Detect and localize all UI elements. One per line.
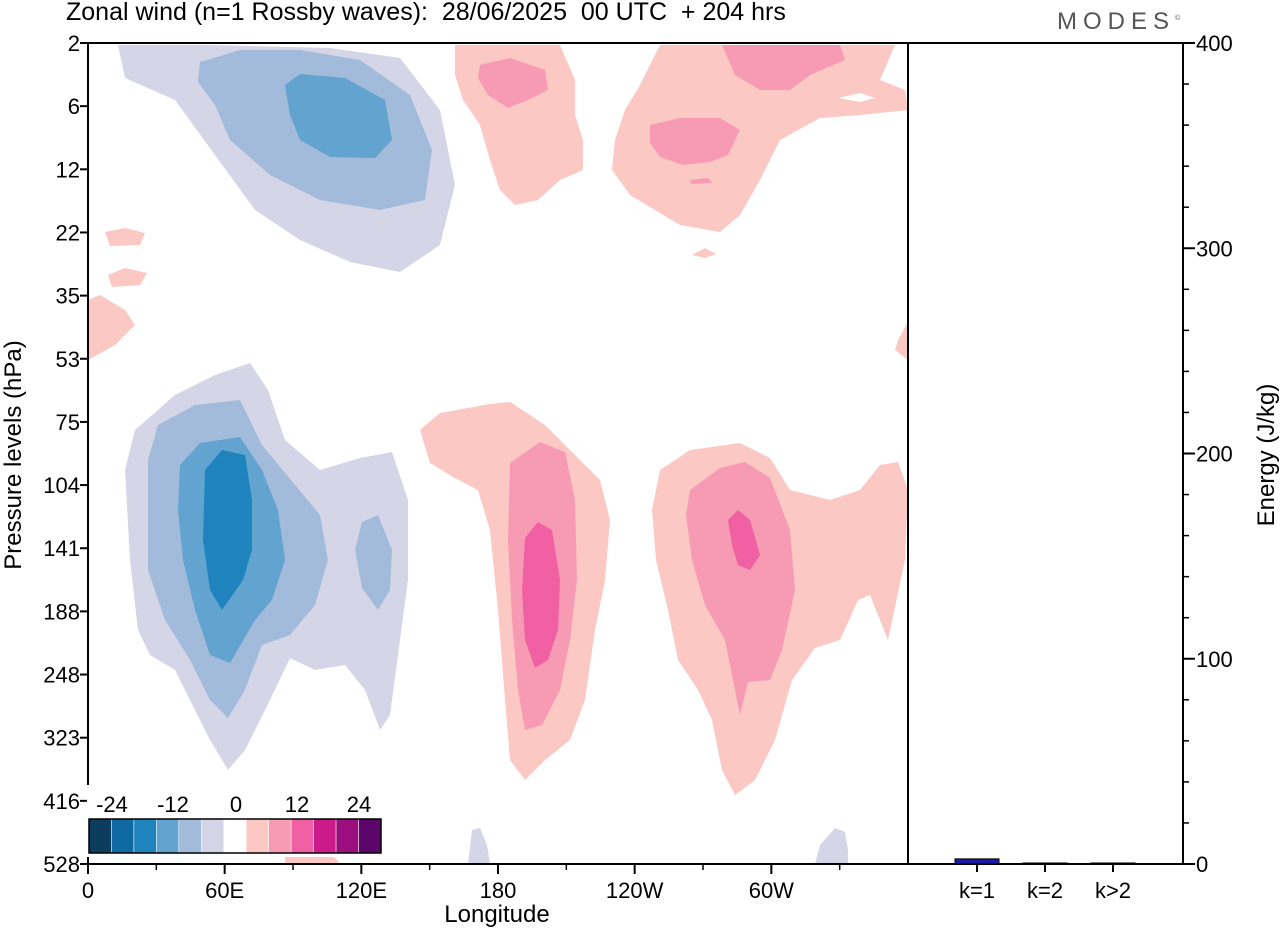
contour-region: [686, 462, 795, 715]
energy-axis-ticks: 0 100 200 300 400: [1183, 31, 1233, 877]
energy-tick-label: 0: [1196, 852, 1208, 877]
contour-region: [815, 828, 848, 864]
colorbar: -24 -12 0 12 24: [87, 785, 383, 857]
y-tick-label: 528: [43, 852, 80, 877]
colorbar-swatch: [156, 818, 180, 854]
contour-region: [690, 178, 712, 184]
y-tick-label: 416: [43, 789, 80, 814]
contour-region: [285, 74, 392, 158]
x-tick-label: 120W: [606, 878, 664, 903]
colorbar-label: 12: [285, 792, 309, 817]
energy-tick-label: 400: [1196, 31, 1233, 56]
y-tick-label: 75: [56, 410, 80, 435]
energy-category-label: k=1: [959, 878, 995, 903]
energy-bar: [1090, 862, 1136, 865]
x-axis-title: Longitude: [444, 901, 549, 928]
contour-region: [88, 295, 135, 360]
x-tick-label: 60W: [749, 878, 794, 903]
y-tick-label: 323: [43, 726, 80, 751]
contour-region: [728, 510, 760, 570]
colorbar-frame: [88, 818, 382, 854]
contour-region: [692, 248, 716, 258]
contour-gap: [825, 126, 860, 132]
contour-region: [468, 828, 490, 864]
x-tick-label: 0: [82, 878, 94, 903]
contour-region: [612, 45, 908, 232]
energy-category-label: k>2: [1095, 878, 1131, 903]
y-tick-label: 141: [43, 536, 80, 561]
colorbar-swatch: [313, 818, 337, 854]
energy-tick-label: 300: [1196, 236, 1233, 261]
colorbar-swatch: [133, 818, 157, 854]
colorbar-swatch: [111, 818, 135, 854]
colorbar-swatch: [245, 818, 269, 854]
colorbar-swatch: [268, 818, 292, 854]
contour-region: [895, 322, 908, 360]
logo-text: MODES: [1057, 8, 1176, 35]
energy-bars: k=1 k=2 k>2: [954, 858, 1136, 903]
x-tick-label: 120E: [336, 878, 387, 903]
contour-region: [522, 522, 560, 668]
y-tick-label: 12: [56, 157, 80, 182]
x-tick-label: 180: [480, 878, 517, 903]
y-axis-ticks: 2 6 12 22 35 53 75 104 141 188 248 323 416 528: [43, 31, 88, 877]
contour-region: [722, 45, 845, 90]
chart-title: Zonal wind (n=1 Rossby waves): 28/06/202…: [66, 0, 786, 26]
contour-region: [203, 450, 252, 610]
contour-region: [355, 515, 392, 610]
colorbar-swatch: [335, 818, 359, 854]
energy-tick-label: 100: [1196, 647, 1233, 672]
x-axis-ticks: 0 60E 120E 180 120W 60W: [82, 864, 841, 903]
energy-bar: [1022, 862, 1068, 865]
colorbar-label: -24: [96, 792, 128, 817]
contour-gap: [838, 93, 875, 102]
y-tick-label: 35: [56, 284, 80, 309]
y-tick-label: 53: [56, 347, 80, 372]
y-axis-title: Pressure levels (hPa): [0, 340, 27, 569]
modes-logo: MODES©: [1057, 8, 1180, 36]
y-tick-label: 6: [68, 94, 80, 119]
y-tick-label: 104: [43, 473, 80, 498]
colorbar-swatch: [358, 818, 382, 854]
contour-region: [108, 268, 147, 287]
energy-tick-label: 200: [1196, 442, 1233, 467]
colorbar-label: 0: [230, 792, 242, 817]
y-tick-label: 22: [56, 220, 80, 245]
x-tick-label: 60E: [205, 878, 244, 903]
y-tick-label: 248: [43, 663, 80, 688]
energy-axis-title: Energy (J/kg): [1253, 384, 1280, 527]
contour-region: [650, 118, 740, 165]
logo-mark: ©: [1175, 15, 1181, 22]
y-tick-label: 188: [43, 599, 80, 624]
colorbar-swatch: [88, 818, 112, 854]
heatmap-contours: [88, 45, 908, 864]
energy-category-label: k=2: [1027, 878, 1063, 903]
y-tick-label: 2: [68, 31, 80, 56]
contour-region: [478, 58, 548, 108]
colorbar-swatch: [178, 818, 202, 854]
colorbar-swatch: [290, 818, 314, 854]
colorbar-swatch: [201, 818, 225, 854]
contour-region: [105, 228, 145, 246]
colorbar-label: -12: [157, 792, 189, 817]
colorbar-label: 24: [347, 792, 371, 817]
colorbar-swatch: [223, 818, 247, 854]
energy-bar: [954, 858, 1000, 865]
